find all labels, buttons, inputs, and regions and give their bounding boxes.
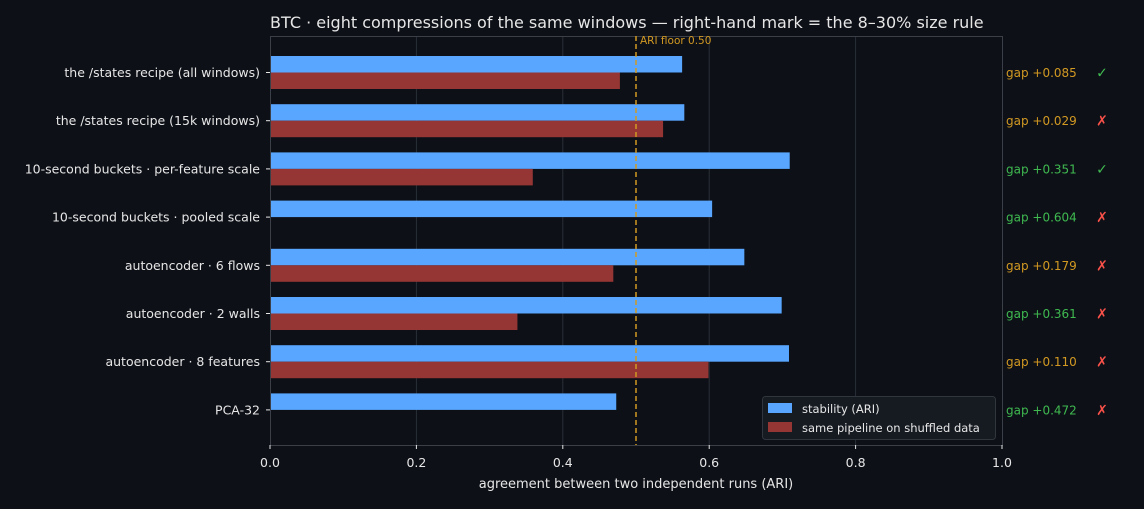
bar-shuffled [270, 72, 620, 89]
bars-layer [270, 56, 790, 410]
legend: stability (ARI) same pipeline on shuffle… [762, 396, 996, 440]
legend-label-shuffled: same pipeline on shuffled data [802, 421, 980, 435]
x-tick-label: 0.0 [260, 455, 280, 470]
bar-shuffled [270, 120, 664, 138]
x-tick-label: 1.0 [992, 455, 1012, 470]
y-tick-label: the /states recipe (all windows) [64, 65, 260, 80]
gap-label: gap +0.472 [1006, 403, 1077, 417]
size-rule-fail-mark: ✗ [1096, 258, 1108, 274]
y-tick-label: 10-second buckets · per-feature scale [25, 161, 261, 176]
gap-label: gap +0.029 [1006, 114, 1077, 128]
bar-stability [270, 248, 745, 266]
bar-shuffled [270, 361, 709, 379]
size-rule-fail-mark: ✗ [1096, 114, 1108, 130]
bar-stability [270, 393, 617, 410]
gap-label: gap +0.085 [1006, 66, 1077, 80]
reference-line-layer: ARI floor 0.50 [635, 35, 711, 445]
gap-label: gap +0.110 [1006, 355, 1077, 369]
bar-shuffled [270, 168, 533, 186]
bar-stability [270, 104, 685, 121]
gap-label: gap +0.604 [1006, 211, 1077, 225]
legend-swatch-shuffled [768, 422, 792, 432]
y-tick-label: autoencoder · 8 features [105, 354, 260, 369]
y-tick-labels: the /states recipe (all windows) the /sta… [25, 65, 270, 417]
gap-label: gap +0.179 [1006, 259, 1077, 273]
x-tick-label: 0.4 [553, 455, 573, 470]
gap-label: gap +0.351 [1006, 162, 1077, 176]
y-tick-label: autoencoder · 2 walls [126, 306, 260, 321]
x-axis-label: agreement between two independent runs (… [479, 477, 794, 492]
legend-box [762, 396, 996, 440]
bar-stability [270, 200, 713, 218]
x-tick-labels: 0.0 0.2 0.4 0.6 0.8 1.0 [260, 445, 1012, 470]
size-rule-fail-mark: ✗ [1096, 355, 1108, 371]
y-tick-label: PCA-32 [215, 402, 260, 417]
bar-stability [270, 297, 782, 314]
x-tick-label: 0.8 [846, 455, 866, 470]
bar-stability [270, 152, 790, 169]
x-tick-label: 0.6 [699, 455, 719, 470]
gap-annotations: gap +0.085 ✓ gap +0.029 ✗ gap +0.351 ✓ gap +0.… [1006, 66, 1108, 419]
y-tick-label: the /states recipe (15k windows) [56, 113, 260, 128]
chart-title: BTC · eight compressions of the same win… [270, 13, 984, 32]
bar-stability [270, 56, 683, 73]
size-rule-fail-mark: ✗ [1096, 403, 1108, 419]
legend-label-stability: stability (ARI) [802, 402, 880, 416]
y-tick-label: 10-second buckets · pooled scale [52, 210, 260, 225]
legend-swatch-stability [768, 403, 792, 413]
ari-floor-label: ARI floor 0.50 [640, 35, 711, 47]
gap-label: gap +0.361 [1006, 307, 1077, 321]
size-rule-fail-mark: ✗ [1096, 307, 1108, 323]
bar-stability [270, 345, 789, 362]
size-rule-fail-mark: ✗ [1096, 210, 1108, 226]
x-tick-label: 0.2 [406, 455, 426, 470]
y-tick-label: autoencoder · 6 flows [125, 258, 260, 273]
size-rule-pass-mark: ✓ [1096, 66, 1108, 82]
bar-shuffled [270, 313, 518, 330]
bar-shuffled [270, 265, 614, 282]
size-rule-pass-mark: ✓ [1096, 162, 1108, 178]
